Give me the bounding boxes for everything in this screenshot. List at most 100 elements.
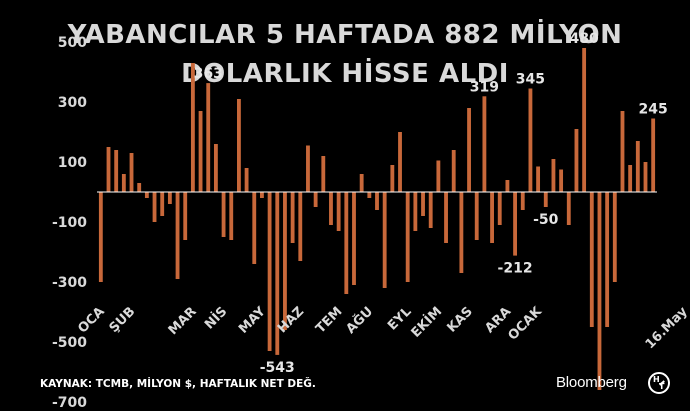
bar bbox=[574, 129, 579, 192]
data-label: -50 bbox=[533, 212, 559, 228]
bar bbox=[490, 192, 494, 243]
bar bbox=[459, 192, 464, 273]
data-label: 363 bbox=[194, 66, 223, 82]
bar bbox=[344, 192, 349, 294]
bar bbox=[428, 192, 433, 228]
data-label: 245 bbox=[639, 102, 668, 118]
x-tick-label: NİS bbox=[201, 304, 230, 333]
bar bbox=[635, 141, 640, 192]
bar bbox=[620, 111, 625, 192]
ht-logo-icon: H T bbox=[648, 372, 670, 394]
x-tick-label: EKİM bbox=[408, 304, 445, 341]
bar bbox=[129, 153, 134, 192]
bar bbox=[482, 96, 487, 192]
bar bbox=[559, 169, 564, 192]
bar bbox=[306, 145, 310, 192]
x-tick-label: TEM bbox=[313, 304, 345, 336]
x-tick-label: AĞU bbox=[343, 304, 376, 337]
y-tick-label: -300 bbox=[52, 275, 87, 291]
bar bbox=[167, 192, 172, 204]
bar bbox=[390, 165, 395, 192]
bar bbox=[382, 192, 387, 288]
bar bbox=[605, 192, 610, 327]
y-tick-label: 500 bbox=[58, 35, 87, 51]
data-label: 319 bbox=[470, 79, 499, 95]
bar bbox=[352, 192, 356, 285]
bar bbox=[513, 192, 517, 256]
bar bbox=[375, 192, 379, 210]
bar bbox=[321, 156, 326, 192]
bar bbox=[283, 192, 287, 330]
bar bbox=[543, 192, 548, 207]
bar bbox=[144, 192, 149, 198]
bar bbox=[160, 192, 165, 216]
bar bbox=[229, 192, 234, 240]
bar bbox=[551, 159, 556, 192]
y-tick-label: 100 bbox=[58, 155, 87, 171]
bar bbox=[413, 192, 418, 231]
bar bbox=[336, 192, 341, 231]
bar bbox=[206, 83, 211, 192]
bar bbox=[520, 192, 525, 210]
bar bbox=[651, 118, 656, 192]
bar bbox=[221, 192, 226, 237]
bar bbox=[444, 192, 448, 243]
bar bbox=[152, 192, 157, 222]
bar bbox=[275, 192, 280, 355]
bar bbox=[505, 180, 510, 192]
bar bbox=[175, 192, 180, 279]
chart-title-line-1: YABANCILAR 5 HAFTADA 882 MİLYON bbox=[67, 20, 623, 50]
source-note: KAYNAK: TCMB, MİLYON $, HAFTALIK NET DEĞ… bbox=[40, 378, 316, 390]
data-label: 345 bbox=[516, 72, 545, 88]
x-tick-label: OCA bbox=[75, 304, 107, 336]
y-tick-label: 300 bbox=[58, 95, 87, 111]
bloomberg-logo: Bloomberg bbox=[556, 374, 627, 391]
data-label: 480 bbox=[570, 31, 599, 47]
bar bbox=[290, 192, 295, 243]
bar bbox=[260, 192, 264, 198]
x-tick-label: OCAK bbox=[506, 304, 546, 344]
bar bbox=[313, 192, 318, 207]
bar bbox=[367, 192, 372, 198]
bar bbox=[137, 183, 142, 192]
x-tick-label: KAS bbox=[444, 304, 475, 335]
bar bbox=[405, 192, 410, 282]
bar bbox=[121, 174, 126, 192]
bar bbox=[398, 132, 402, 192]
bar bbox=[183, 192, 188, 240]
bar bbox=[612, 192, 617, 282]
x-tick-label: 16.May bbox=[643, 304, 690, 352]
bar bbox=[244, 168, 249, 192]
bar bbox=[252, 192, 257, 264]
x-tick-label: MAR bbox=[166, 304, 200, 338]
bar bbox=[566, 192, 571, 225]
bar bbox=[589, 192, 594, 327]
bar bbox=[213, 144, 218, 192]
data-label: -212 bbox=[498, 261, 533, 277]
bar bbox=[190, 63, 195, 192]
bar bbox=[329, 192, 333, 225]
bar bbox=[106, 147, 111, 192]
bar bbox=[98, 192, 103, 282]
x-tick-label: ŞUB bbox=[107, 304, 139, 336]
bar bbox=[474, 192, 479, 240]
ht-logo-letter-t: T bbox=[659, 382, 665, 391]
ht-logo-letter-h: H bbox=[653, 375, 660, 384]
bar bbox=[628, 165, 633, 192]
bar bbox=[528, 88, 533, 192]
y-tick-label: -500 bbox=[52, 335, 87, 351]
bar bbox=[198, 111, 203, 192]
bar bbox=[597, 192, 602, 390]
bar bbox=[436, 160, 441, 192]
bar bbox=[114, 150, 119, 192]
data-label: -543 bbox=[260, 360, 295, 376]
bar bbox=[643, 162, 648, 192]
bar bbox=[359, 174, 364, 192]
bar bbox=[298, 192, 303, 261]
bar bbox=[497, 192, 502, 225]
x-tick-label: MAY bbox=[236, 304, 269, 337]
bar bbox=[536, 166, 541, 192]
bar bbox=[421, 192, 425, 216]
